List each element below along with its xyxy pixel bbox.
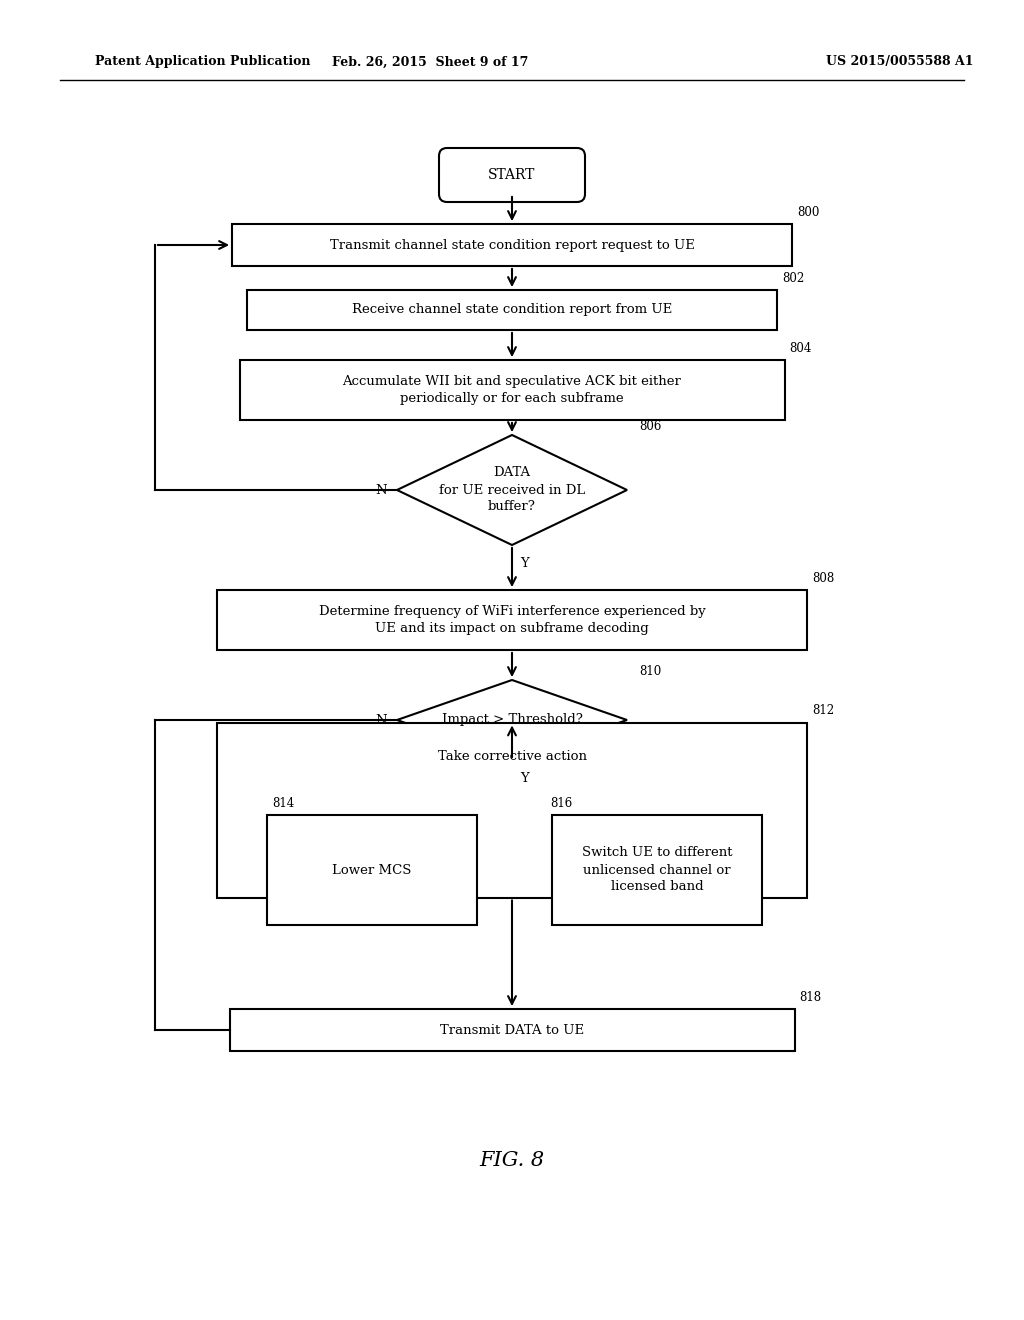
Bar [240,360,784,420]
Text: Accumulate WII bit and speculative ACK bit either
periodically or for each subfr: Accumulate WII bit and speculative ACK b… [343,375,681,405]
Text: N: N [376,714,387,726]
Bar [217,722,807,898]
Text: Receive channel state condition report from UE: Receive channel state condition report f… [352,304,672,317]
Text: 810: 810 [639,665,662,678]
Polygon shape [397,680,627,760]
Bar [217,590,807,649]
Text: 804: 804 [790,342,812,355]
Text: Lower MCS: Lower MCS [333,863,412,876]
Text: 808: 808 [812,572,835,585]
Text: 812: 812 [812,705,835,718]
Bar [267,814,477,925]
Text: 800: 800 [797,206,819,219]
Text: Feb. 26, 2015  Sheet 9 of 17: Feb. 26, 2015 Sheet 9 of 17 [332,55,528,69]
Text: 818: 818 [800,991,821,1005]
Text: US 2015/0055588 A1: US 2015/0055588 A1 [826,55,974,69]
Polygon shape [397,436,627,545]
Text: Y: Y [520,557,528,570]
Text: Take corrective action: Take corrective action [437,751,587,763]
Text: FIG. 8: FIG. 8 [479,1151,545,1170]
Text: DATA
for UE received in DL
buffer?: DATA for UE received in DL buffer? [439,466,585,513]
Text: 802: 802 [782,272,804,285]
Text: Determine frequency of WiFi interference experienced by
UE and its impact on sub: Determine frequency of WiFi interference… [318,605,706,635]
Text: Impact > Threshold?: Impact > Threshold? [441,714,583,726]
Text: Transmit channel state condition report request to UE: Transmit channel state condition report … [330,239,694,252]
Bar [247,290,777,330]
Text: START: START [488,168,536,182]
Text: N: N [376,483,387,496]
Text: 814: 814 [272,797,294,810]
Bar [232,224,792,267]
Text: 816: 816 [550,797,572,810]
Text: Y: Y [520,772,528,785]
Text: 806: 806 [639,420,662,433]
Text: Transmit DATA to UE: Transmit DATA to UE [440,1023,584,1036]
Text: Patent Application Publication: Patent Application Publication [95,55,310,69]
FancyBboxPatch shape [439,148,585,202]
Bar [229,1008,795,1051]
Text: Switch UE to different
unlicensed channel or
licensed band: Switch UE to different unlicensed channe… [582,846,732,894]
Bar [552,814,762,925]
